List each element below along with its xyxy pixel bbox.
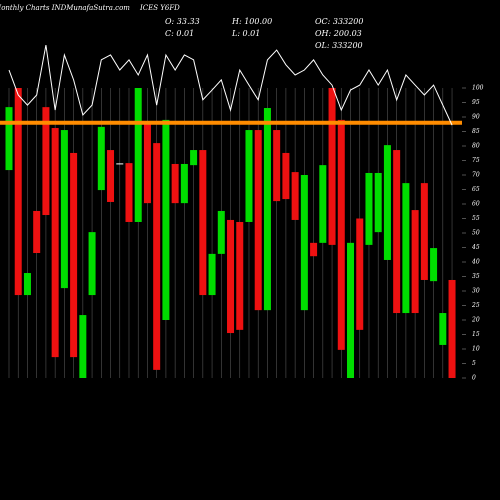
candle-body <box>310 242 318 257</box>
candle-body <box>199 150 207 296</box>
candle-body <box>227 219 235 334</box>
candle-body <box>374 172 382 233</box>
y-tick-label: 5 <box>472 360 476 367</box>
info-text: O: 33.33 <box>165 17 200 26</box>
candle-body <box>430 248 438 282</box>
y-tick-label: 20 <box>471 317 480 324</box>
candle-body <box>328 88 336 245</box>
candle-body <box>347 242 355 378</box>
candle-body <box>393 150 401 314</box>
y-tick-label: 90 <box>472 114 480 121</box>
candle-body <box>125 163 133 222</box>
y-tick-label: 75 <box>472 157 480 164</box>
y-tick-label: 80 <box>472 143 480 150</box>
candle-body <box>180 163 188 204</box>
candle-body <box>448 279 456 378</box>
info-text: C: 0.01 <box>165 29 194 38</box>
candle-body <box>291 172 299 220</box>
candle-body <box>134 88 142 222</box>
candle-body <box>116 163 124 165</box>
candle-body <box>23 273 31 296</box>
candle-body <box>5 107 13 171</box>
candle-body <box>60 130 68 289</box>
candle-body <box>79 315 87 378</box>
candle-body <box>33 210 41 254</box>
chart-subtitle: ICES Y6FD <box>139 4 180 12</box>
candle-body <box>245 130 253 222</box>
candle-body <box>217 210 225 254</box>
y-tick-label: 60 <box>472 201 480 208</box>
candle-body <box>208 253 216 296</box>
candle-body <box>254 130 262 311</box>
y-tick-label: 35 <box>472 273 480 280</box>
y-tick-label: 45 <box>471 244 480 251</box>
candle-body <box>420 183 428 280</box>
candle-body <box>70 152 78 358</box>
candle-body <box>162 119 170 321</box>
info-text: OC: 333200 <box>315 17 363 26</box>
candle-body <box>439 313 447 345</box>
y-tick-label: 50 <box>472 230 480 237</box>
candle-body <box>319 165 327 243</box>
y-tick-label: 25 <box>471 302 480 309</box>
candle-body <box>402 183 410 314</box>
y-tick-label: 0 <box>472 375 476 382</box>
y-tick-label: 10 <box>472 346 480 353</box>
candle-body <box>97 126 105 191</box>
candle-body <box>153 143 161 370</box>
candle-body <box>51 128 59 358</box>
y-tick-label: 55 <box>472 215 480 222</box>
info-text: H: 100.00 <box>231 17 272 26</box>
candle-body <box>365 172 373 245</box>
candle-body <box>88 232 96 296</box>
indicator-line <box>8 44 453 126</box>
y-tick-label: 15 <box>472 331 480 338</box>
y-tick-label: 65 <box>472 186 480 193</box>
y-tick-label: 100 <box>472 85 484 92</box>
y-tick-label: 30 <box>472 288 480 295</box>
candle-body <box>143 123 151 204</box>
info-text: L: 0.01 <box>231 29 260 38</box>
candle-body <box>107 150 115 202</box>
candle-body <box>273 130 281 202</box>
candle-body <box>300 175 308 311</box>
info-text: OL: 333200 <box>315 41 363 50</box>
candle-body <box>383 145 391 260</box>
candle-body <box>411 210 419 314</box>
candle-body <box>14 88 22 296</box>
candle-body <box>236 221 244 330</box>
y-tick-label: 70 <box>472 172 480 179</box>
y-tick-label: 40 <box>471 259 480 266</box>
chart-title: Monthly Charts INDMunafaSutra.com <box>0 4 130 12</box>
y-tick-label: 85 <box>472 128 480 135</box>
info-text: OH: 200.03 <box>315 29 362 38</box>
candle-body <box>171 163 179 204</box>
candle-body <box>190 150 198 166</box>
candle-body <box>282 152 290 200</box>
candle-body <box>337 119 345 350</box>
candle-body <box>263 108 271 311</box>
candle-body <box>42 107 50 216</box>
y-tick-label: 95 <box>472 99 480 106</box>
candle-body <box>356 218 364 330</box>
